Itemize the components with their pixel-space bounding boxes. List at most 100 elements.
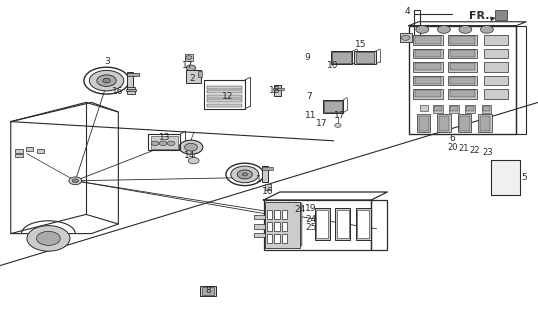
Bar — [482, 105, 491, 113]
Circle shape — [27, 226, 70, 251]
Bar — [483, 106, 490, 111]
Text: 16: 16 — [262, 188, 274, 196]
Bar — [449, 105, 459, 113]
Bar — [459, 116, 470, 131]
Bar — [37, 149, 44, 153]
Text: 16: 16 — [111, 87, 123, 96]
Circle shape — [72, 179, 79, 183]
Text: 8: 8 — [206, 286, 211, 295]
Bar — [450, 77, 475, 84]
Text: 17: 17 — [316, 119, 328, 128]
Text: 10: 10 — [327, 61, 338, 70]
Circle shape — [231, 166, 259, 183]
Bar — [262, 167, 273, 170]
Bar — [282, 210, 287, 219]
Text: 11: 11 — [305, 111, 316, 120]
Bar — [262, 166, 268, 182]
Bar — [127, 72, 133, 90]
Bar — [450, 106, 458, 111]
Bar — [415, 36, 441, 44]
Text: 2: 2 — [189, 74, 195, 83]
Bar — [337, 210, 349, 238]
Bar — [15, 149, 23, 153]
Bar — [434, 106, 442, 111]
Text: 12: 12 — [222, 92, 234, 100]
Bar — [301, 203, 302, 246]
Text: 21: 21 — [458, 144, 469, 153]
Bar — [413, 89, 443, 99]
Bar — [414, 10, 420, 36]
Bar — [26, 147, 33, 151]
Circle shape — [159, 141, 167, 146]
Circle shape — [151, 141, 159, 146]
Text: 3: 3 — [105, 57, 110, 66]
Circle shape — [480, 26, 493, 33]
Text: 23: 23 — [482, 148, 493, 156]
Bar — [357, 210, 369, 238]
Bar — [200, 286, 216, 296]
Bar — [274, 222, 280, 231]
Bar — [356, 52, 374, 63]
Circle shape — [188, 157, 199, 164]
Circle shape — [242, 173, 247, 176]
Bar — [331, 51, 352, 64]
Bar — [415, 90, 441, 97]
Bar — [415, 77, 441, 84]
Circle shape — [237, 170, 252, 179]
Bar — [450, 90, 475, 97]
Text: 7: 7 — [307, 92, 312, 100]
Bar — [335, 208, 350, 240]
Bar — [282, 234, 287, 243]
Bar — [267, 234, 272, 243]
Bar — [264, 200, 371, 250]
Circle shape — [401, 35, 410, 40]
Bar — [484, 35, 508, 45]
Bar — [480, 116, 490, 131]
Circle shape — [437, 26, 450, 33]
Bar — [448, 35, 477, 45]
Bar — [267, 222, 272, 231]
Text: 18: 18 — [268, 86, 280, 95]
Bar — [254, 215, 265, 219]
Bar — [254, 224, 265, 229]
Text: 1: 1 — [257, 175, 262, 184]
Bar — [439, 116, 449, 131]
Text: 25: 25 — [305, 223, 317, 232]
Bar — [400, 33, 412, 42]
Bar — [148, 134, 180, 150]
Circle shape — [186, 56, 192, 60]
Bar — [185, 54, 193, 61]
Text: 14: 14 — [183, 151, 195, 160]
Circle shape — [103, 78, 110, 83]
Bar — [466, 106, 474, 111]
Circle shape — [459, 26, 472, 33]
Text: 24: 24 — [295, 205, 306, 214]
Bar — [198, 71, 202, 77]
Text: 19: 19 — [305, 204, 317, 213]
Bar — [484, 89, 508, 99]
Bar — [433, 105, 443, 113]
Bar — [450, 36, 475, 44]
Bar — [478, 114, 492, 132]
Bar — [413, 49, 443, 58]
Bar — [413, 35, 443, 45]
Circle shape — [186, 65, 196, 71]
Bar — [448, 62, 477, 72]
Bar — [274, 234, 280, 243]
Text: 24: 24 — [306, 215, 316, 224]
Circle shape — [179, 140, 203, 154]
Bar — [417, 114, 430, 132]
Bar — [207, 104, 242, 107]
Text: 22: 22 — [469, 146, 480, 155]
Circle shape — [97, 75, 116, 86]
Bar — [324, 101, 342, 112]
Bar — [274, 210, 280, 219]
Bar — [409, 26, 516, 134]
Bar — [465, 105, 475, 113]
Bar — [484, 49, 508, 58]
Text: 5: 5 — [522, 173, 527, 182]
Bar — [450, 63, 475, 70]
Bar — [207, 99, 242, 102]
Bar — [415, 63, 441, 70]
Bar — [207, 95, 242, 98]
